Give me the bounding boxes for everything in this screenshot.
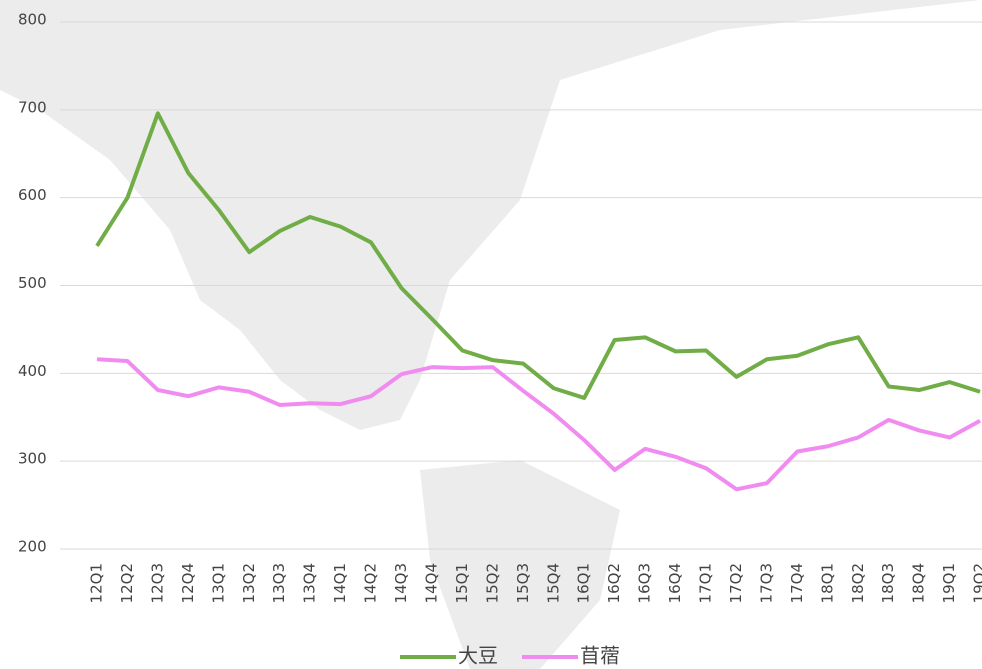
x-tick-label: 15Q3: [514, 563, 532, 603]
y-tick-label: 400: [18, 362, 47, 380]
x-tick-label: 13Q3: [270, 563, 288, 603]
x-tick-label: 14Q3: [392, 563, 410, 603]
x-tick-label: 15Q4: [544, 563, 562, 603]
x-tick-label: 16Q1: [575, 563, 593, 603]
x-tick-label: 17Q1: [697, 563, 715, 603]
y-tick-label: 300: [18, 450, 47, 468]
y-tick-label: 600: [18, 186, 47, 204]
x-tick-label: 14Q4: [422, 563, 440, 603]
y-tick-label: 700: [18, 98, 47, 116]
x-tick-label: 12Q4: [179, 563, 197, 603]
x-tick-label: 14Q2: [362, 563, 380, 603]
x-tick-label: 12Q2: [118, 563, 136, 603]
legend-label: 苜蓿: [580, 644, 620, 668]
y-tick-label: 800: [18, 11, 47, 29]
x-tick-label: 17Q3: [757, 563, 775, 603]
legend-label: 大豆: [458, 644, 498, 668]
x-tick-label: 18Q4: [910, 563, 928, 603]
x-tick-label: 13Q1: [209, 563, 227, 603]
x-tick-label: 12Q1: [88, 563, 106, 603]
y-tick-label: 200: [18, 538, 47, 556]
x-tick-label: 18Q2: [849, 563, 867, 603]
x-tick-label: 13Q4: [301, 563, 319, 603]
x-tick-label: 17Q4: [788, 563, 806, 603]
data-line: [95, 111, 981, 400]
x-tick-label: 19Q2: [971, 563, 982, 603]
x-tick-label: 17Q2: [727, 563, 745, 603]
x-tick-label: 18Q3: [879, 563, 897, 603]
x-tick-label: 19Q1: [940, 563, 958, 603]
x-tick-label: 16Q3: [636, 563, 654, 603]
x-tick-label: 12Q3: [148, 563, 166, 603]
x-tick-label: 15Q1: [453, 563, 471, 603]
x-tick-label: 16Q2: [605, 563, 623, 603]
x-tick-label: 16Q4: [666, 563, 684, 603]
x-tick-label: 13Q2: [240, 563, 258, 603]
x-tick-label: 14Q1: [331, 563, 349, 603]
x-tick-label: 15Q2: [483, 563, 501, 603]
y-tick-label: 500: [18, 274, 47, 292]
data-line: [96, 357, 982, 492]
x-tick-label: 18Q1: [818, 563, 836, 603]
